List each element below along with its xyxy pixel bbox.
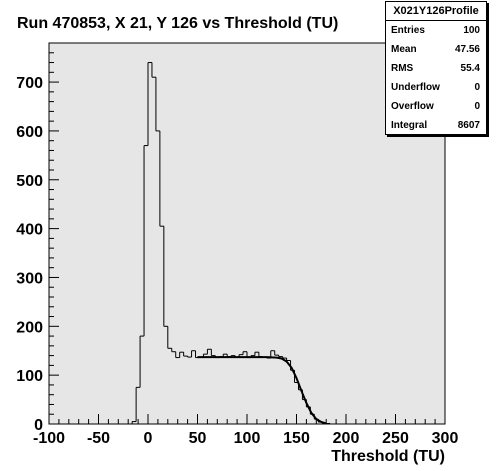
x-tick-label: -100: [33, 430, 65, 447]
stats-row: Mean 47.56: [386, 40, 486, 59]
stats-row: RMS 55.4: [386, 59, 486, 78]
y-tick-label: 700: [16, 75, 43, 92]
x-tick-label: 200: [333, 430, 360, 447]
y-tick-label: 400: [16, 222, 43, 239]
stats-label: Integral: [391, 120, 428, 131]
y-tick-label: 200: [16, 319, 43, 336]
x-tick-label: 50: [189, 430, 207, 447]
x-tick-label: 100: [234, 430, 261, 447]
fit-line: [197, 356, 327, 425]
x-tick-label: 150: [283, 430, 310, 447]
x-tick-label: 250: [382, 430, 409, 447]
stats-title: X021Y126Profile: [386, 2, 486, 21]
stats-value: 55.4: [460, 63, 480, 74]
y-tick-label: 0: [34, 417, 43, 434]
stats-value: 100: [463, 25, 480, 36]
x-tick-label: -50: [87, 430, 110, 447]
stats-row: Underflow 0: [386, 78, 486, 97]
stats-label: Entries: [391, 25, 425, 36]
stats-value: 47.56: [454, 44, 480, 55]
chart-title: Run 470853, X 21, Y 126 vs Threshold (TU…: [17, 15, 339, 32]
statistics-box: X021Y126Profile Entries 100 Mean 47.56 RMS 55…: [385, 1, 487, 135]
stats-label: Overflow: [391, 101, 434, 112]
stats-label: RMS: [391, 63, 414, 74]
tick-labels: -100 -50 0 50 100 150 200 250 300 0 100 200 300 400 50…: [16, 75, 458, 447]
stats-label: Underflow: [391, 82, 440, 93]
stats-value: 0: [474, 82, 480, 93]
y-tick-label: 600: [16, 124, 43, 141]
y-tick-label: 100: [16, 368, 43, 385]
x-tick-label: 0: [144, 430, 153, 447]
x-axis-label: Threshold (TU): [331, 448, 445, 465]
axis-ticks: [48, 42, 446, 425]
y-tick-label: 500: [16, 173, 43, 190]
stats-label: Mean: [391, 44, 417, 55]
stats-row: Overflow 0: [386, 97, 486, 116]
x-tick-label: 300: [432, 430, 459, 447]
stats-row: Entries 100: [386, 21, 486, 40]
stats-row: Integral 8607: [386, 116, 486, 135]
fit-curve: [197, 356, 327, 425]
stats-value: 8607: [457, 120, 480, 131]
plot-frame: [48, 42, 446, 425]
stats-value: 0: [474, 101, 480, 112]
y-tick-label: 300: [16, 270, 43, 287]
